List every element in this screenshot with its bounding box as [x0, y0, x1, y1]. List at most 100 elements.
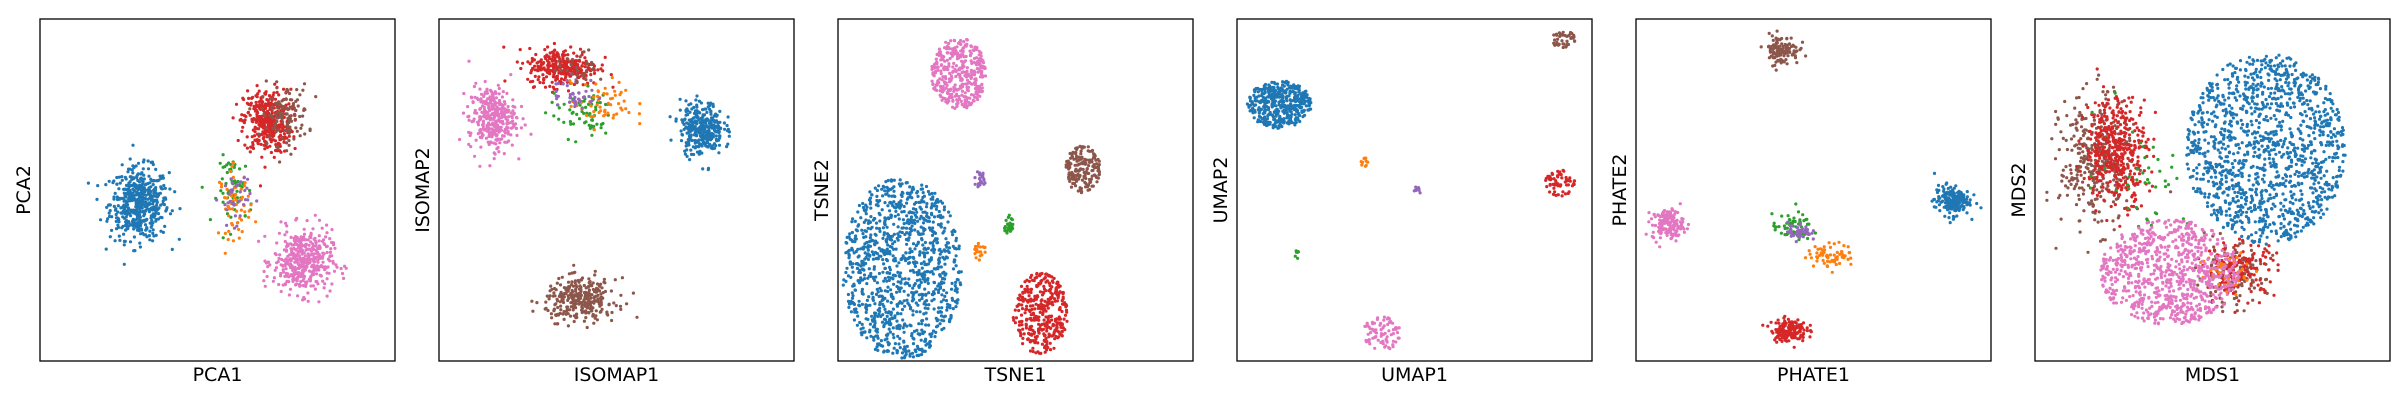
data-point-orange — [226, 205, 230, 209]
data-point-orange — [977, 258, 981, 262]
data-point-red — [566, 53, 570, 57]
data-point-brown — [1067, 173, 1071, 177]
data-point-red — [293, 146, 297, 151]
data-point-blue — [900, 226, 904, 230]
data-point-brown — [587, 291, 591, 295]
data-point-blue — [863, 277, 867, 281]
data-point-blue — [885, 259, 890, 263]
data-point-red — [581, 61, 585, 65]
data-point-blue — [866, 248, 870, 252]
data-point-blue — [866, 317, 870, 321]
data-point-pink — [980, 90, 984, 94]
data-point-pink — [494, 138, 498, 142]
data-point-orange — [596, 94, 600, 98]
data-point-blue — [911, 220, 915, 225]
data-point-pink — [472, 117, 476, 121]
data-point-pink — [486, 125, 490, 130]
data-point-blue — [922, 217, 926, 222]
data-point-brown — [560, 275, 564, 279]
data-point-blue — [938, 273, 942, 277]
data-point-brown — [248, 107, 252, 111]
data-point-pink — [343, 264, 347, 268]
data-point-pink — [263, 259, 267, 263]
data-point-red — [269, 150, 273, 155]
data-point-blue — [869, 233, 873, 237]
data-point-red — [1024, 308, 1028, 312]
data-point-red — [550, 59, 554, 63]
data-point-green — [1004, 218, 1008, 222]
data-point-red — [260, 155, 264, 159]
data-point-pink — [461, 111, 466, 115]
data-point-blue — [682, 118, 687, 122]
data-point-blue — [920, 183, 924, 187]
data-point-blue — [907, 303, 911, 307]
data-point-blue — [849, 275, 853, 279]
data-point-blue — [892, 282, 896, 286]
data-point-pink — [506, 132, 510, 136]
data-point-brown — [286, 116, 290, 120]
data-point-green — [557, 106, 561, 110]
data-point-blue — [698, 134, 703, 138]
data-point-brown — [1077, 155, 1081, 159]
data-point-brown — [284, 141, 289, 145]
data-point-pink — [523, 123, 527, 127]
data-point-blue — [856, 210, 860, 214]
data-point-blue — [898, 275, 902, 279]
data-point-pink — [508, 121, 512, 125]
data-point-brown — [579, 278, 584, 282]
data-point-blue — [115, 175, 119, 180]
data-point-blue — [908, 192, 912, 197]
data-point-blue — [917, 200, 921, 204]
data-point-red — [267, 126, 272, 130]
data-point-green — [562, 102, 566, 106]
data-point-brown — [580, 310, 584, 315]
data-point-brown — [603, 289, 608, 294]
data-point-red — [555, 52, 559, 56]
data-point-pink — [298, 248, 303, 252]
data-point-brown — [548, 294, 552, 298]
data-point-blue — [131, 143, 135, 147]
data-point-blue — [938, 247, 942, 251]
data-point-brown — [577, 299, 581, 303]
data-point-purple — [589, 100, 593, 104]
data-point-pink — [957, 54, 961, 58]
data-point-blue — [915, 328, 919, 332]
data-point-blue — [928, 259, 932, 263]
data-point-pink — [332, 269, 337, 273]
data-point-blue — [708, 142, 712, 146]
data-point-brown — [263, 114, 267, 118]
data-point-brown — [1086, 145, 1090, 149]
data-point-blue — [953, 229, 957, 234]
data-point-brown — [572, 263, 576, 267]
data-point-pink — [294, 235, 298, 239]
data-point-orange — [597, 110, 601, 115]
data-point-blue — [685, 131, 689, 135]
data-point-blue — [126, 190, 131, 194]
data-point-pink — [257, 239, 261, 243]
data-point-blue — [858, 268, 862, 272]
data-point-pink — [973, 70, 977, 75]
data-point-red — [521, 61, 525, 65]
plot-frame — [39, 18, 396, 362]
data-point-blue — [140, 171, 144, 175]
data-point-blue — [110, 228, 114, 232]
data-point-blue — [120, 178, 124, 182]
data-point-blue — [862, 245, 866, 249]
data-point-pink — [311, 242, 315, 246]
data-point-pink — [312, 255, 317, 259]
data-point-blue — [860, 228, 864, 232]
data-point-pink — [957, 68, 961, 72]
data-point-red — [502, 45, 506, 49]
data-point-blue — [867, 295, 871, 299]
data-point-green — [592, 124, 596, 128]
data-point-blue — [931, 230, 935, 234]
data-point-pink — [299, 236, 303, 241]
data-point-pink — [480, 134, 484, 138]
data-point-blue — [927, 291, 931, 295]
data-point-orange — [591, 114, 596, 118]
data-point-pink — [281, 263, 285, 268]
data-point-pink — [944, 40, 948, 44]
data-point-brown — [590, 300, 595, 304]
data-point-blue — [120, 175, 124, 179]
data-point-pink — [303, 297, 307, 301]
